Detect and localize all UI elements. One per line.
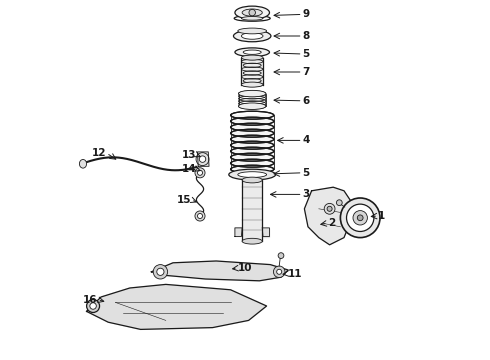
Circle shape	[273, 266, 285, 278]
Ellipse shape	[242, 9, 262, 16]
Text: 11: 11	[288, 269, 303, 279]
Polygon shape	[87, 284, 267, 329]
Text: 6: 6	[303, 96, 310, 106]
Polygon shape	[235, 228, 242, 237]
Ellipse shape	[233, 30, 271, 42]
Ellipse shape	[79, 159, 87, 168]
Text: 13: 13	[182, 150, 196, 160]
Circle shape	[153, 265, 168, 279]
Ellipse shape	[238, 28, 267, 34]
Text: 12: 12	[92, 148, 106, 158]
Text: 10: 10	[238, 263, 252, 273]
Circle shape	[87, 300, 99, 312]
Ellipse shape	[239, 90, 266, 97]
Circle shape	[195, 211, 205, 221]
Circle shape	[341, 198, 380, 238]
Text: 8: 8	[303, 31, 310, 41]
Ellipse shape	[242, 238, 262, 244]
Text: 9: 9	[303, 9, 310, 19]
Ellipse shape	[239, 103, 266, 109]
Polygon shape	[151, 261, 288, 281]
Circle shape	[90, 303, 97, 309]
Text: 4: 4	[303, 135, 310, 145]
Ellipse shape	[242, 17, 263, 20]
Circle shape	[327, 206, 332, 211]
Circle shape	[197, 213, 202, 219]
Text: 16: 16	[83, 294, 98, 305]
Text: 2: 2	[328, 218, 335, 228]
Ellipse shape	[235, 6, 270, 19]
Circle shape	[196, 153, 209, 166]
Circle shape	[197, 170, 202, 175]
Polygon shape	[304, 187, 351, 245]
Circle shape	[357, 215, 363, 221]
Ellipse shape	[238, 172, 267, 177]
Ellipse shape	[242, 55, 263, 60]
Ellipse shape	[234, 15, 270, 21]
Circle shape	[346, 204, 374, 231]
Text: 14: 14	[182, 164, 196, 174]
Ellipse shape	[229, 169, 275, 180]
Text: 5: 5	[303, 168, 310, 178]
Ellipse shape	[242, 177, 262, 183]
Circle shape	[277, 269, 282, 274]
Text: 5: 5	[303, 49, 310, 59]
Text: 15: 15	[176, 195, 191, 205]
Circle shape	[249, 9, 255, 16]
Ellipse shape	[235, 48, 270, 57]
Circle shape	[324, 203, 335, 214]
Circle shape	[199, 156, 206, 162]
Circle shape	[353, 211, 368, 225]
Circle shape	[278, 253, 284, 258]
Circle shape	[337, 200, 342, 206]
Text: 3: 3	[303, 189, 310, 199]
Text: 1: 1	[378, 211, 386, 221]
Circle shape	[157, 268, 164, 275]
Polygon shape	[197, 152, 209, 166]
Text: 7: 7	[303, 67, 310, 77]
Circle shape	[195, 168, 205, 178]
Polygon shape	[262, 228, 270, 237]
Ellipse shape	[243, 50, 261, 54]
Ellipse shape	[242, 82, 263, 87]
Ellipse shape	[242, 33, 263, 39]
